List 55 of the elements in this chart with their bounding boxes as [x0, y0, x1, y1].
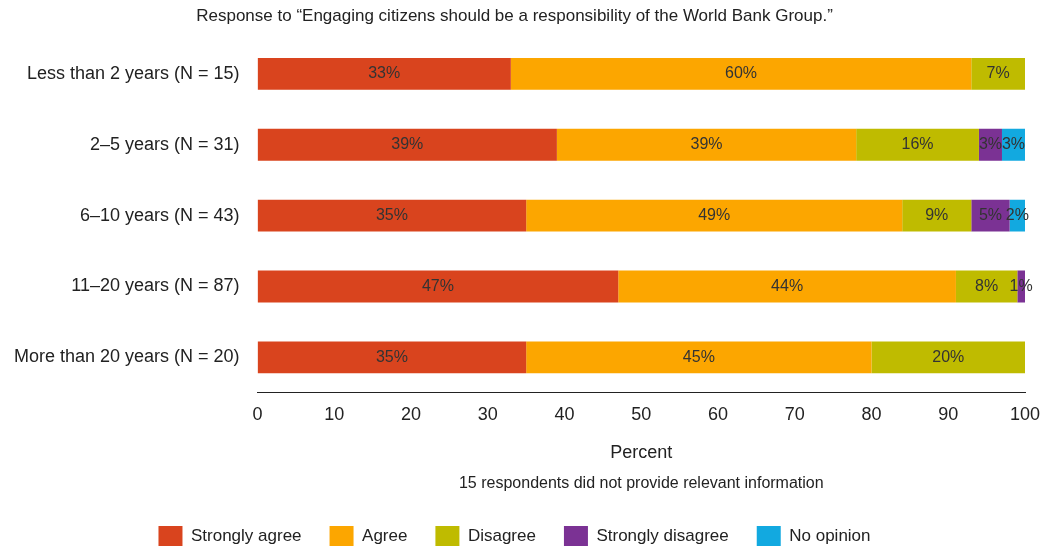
- bar: [257, 57, 511, 90]
- x-tick-label: 60: [708, 403, 729, 424]
- x-tick-label: 100: [1009, 403, 1041, 424]
- bar: [257, 128, 557, 161]
- bar: [618, 270, 956, 303]
- bar: [526, 199, 903, 232]
- data-label: 44%: [771, 276, 804, 294]
- data-label: 20%: [932, 347, 965, 365]
- bar: [856, 128, 979, 161]
- chart-title: Response to “Engaging citizens should be a responsibility of the World Bank Group.”: [196, 5, 834, 25]
- data-label: 8%: [975, 276, 999, 294]
- data-label: 7%: [986, 64, 1010, 82]
- y-tick-label: Less than 2 years (N = 15): [27, 62, 240, 83]
- data-label: 9%: [925, 206, 949, 224]
- data-label: 49%: [698, 206, 731, 224]
- data-label: 39%: [690, 135, 723, 153]
- x-tick-label: 70: [784, 403, 805, 424]
- x-tick-label: 40: [554, 403, 575, 424]
- x-tick-label: 0: [252, 403, 263, 424]
- x-tick-label: 20: [401, 403, 422, 424]
- bar: [257, 341, 527, 374]
- data-label: 5%: [978, 206, 1003, 224]
- bar: [510, 57, 972, 90]
- bar: [902, 199, 972, 232]
- y-tick-label: 11–20 years (N = 87): [71, 275, 240, 296]
- x-axis-title: Percent: [610, 442, 673, 463]
- legend-label: Disagree: [467, 525, 536, 545]
- data-label: 16%: [901, 135, 934, 153]
- data-label: 60%: [725, 64, 758, 82]
- y-tick-label: More than 20 years (N = 20): [14, 346, 240, 367]
- legend-label: No opinion: [789, 525, 871, 545]
- data-label: 35%: [375, 347, 408, 365]
- data-label: 1%: [1009, 276, 1033, 294]
- y-tick-label: 2–5 years (N = 31): [90, 133, 240, 154]
- x-tick-label: 30: [477, 403, 498, 424]
- bar: [526, 341, 872, 374]
- text: 15 respondents did not provide relevant information: [458, 474, 824, 492]
- bar: [971, 57, 1025, 90]
- x-tick-label: 80: [861, 403, 882, 424]
- bar: [257, 199, 527, 232]
- data-label: 33%: [368, 64, 401, 82]
- bar: [257, 270, 619, 303]
- legend-label: Strongly disagree: [596, 525, 729, 545]
- bar: [871, 341, 1025, 374]
- legend-label: Agree: [362, 525, 408, 545]
- y-tick-label: 6–10 years (N = 43): [80, 204, 240, 225]
- data-label: 45%: [682, 347, 715, 365]
- legend-label: Strongly agree: [190, 525, 302, 545]
- x-tick-label: 90: [938, 403, 959, 424]
- data-label: 35%: [375, 206, 408, 224]
- data-label: 39%: [391, 135, 424, 153]
- x-tick-label: 10: [324, 403, 345, 424]
- x-tick-label: 50: [631, 403, 652, 424]
- data-label: 47%: [421, 276, 454, 294]
- bar: [556, 128, 857, 161]
